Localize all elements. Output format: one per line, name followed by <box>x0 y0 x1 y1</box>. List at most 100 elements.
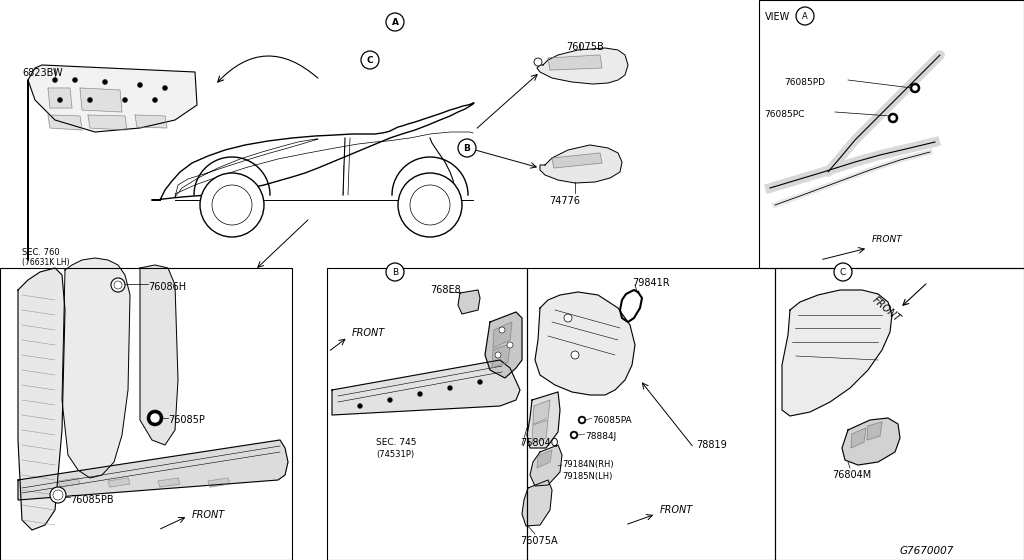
Text: SEC. 760: SEC. 760 <box>22 248 59 257</box>
Polygon shape <box>135 115 167 128</box>
Text: 76085PB: 76085PB <box>70 495 114 505</box>
Text: VIEW: VIEW <box>765 12 791 22</box>
Circle shape <box>910 83 920 93</box>
Circle shape <box>150 413 160 423</box>
Circle shape <box>153 97 158 102</box>
Text: 78819: 78819 <box>696 440 727 450</box>
Circle shape <box>123 97 128 102</box>
Polygon shape <box>18 440 288 500</box>
Polygon shape <box>492 344 510 368</box>
Polygon shape <box>140 265 178 445</box>
Text: 768E8: 768E8 <box>430 285 461 295</box>
Circle shape <box>912 85 918 91</box>
Circle shape <box>200 173 264 237</box>
Text: FRONT: FRONT <box>872 235 903 244</box>
Text: 76085PC: 76085PC <box>764 110 805 119</box>
Text: B: B <box>392 268 398 277</box>
Polygon shape <box>530 445 562 486</box>
Text: 6823BW: 6823BW <box>22 68 62 78</box>
Polygon shape <box>537 450 552 468</box>
Polygon shape <box>88 115 127 130</box>
Text: SEC. 745: SEC. 745 <box>376 438 417 447</box>
Text: 76085P: 76085P <box>168 415 205 425</box>
Text: (74531P): (74531P) <box>376 450 414 459</box>
Circle shape <box>796 7 814 25</box>
Circle shape <box>834 263 852 281</box>
Text: 74776: 74776 <box>549 196 580 206</box>
Polygon shape <box>532 420 548 444</box>
Text: A: A <box>802 12 808 21</box>
Circle shape <box>495 352 501 358</box>
Circle shape <box>137 82 142 87</box>
Circle shape <box>73 77 78 82</box>
Circle shape <box>458 139 476 157</box>
Circle shape <box>580 418 585 422</box>
Text: 76085PA: 76085PA <box>592 416 632 425</box>
Circle shape <box>477 380 482 385</box>
Circle shape <box>571 351 579 359</box>
Polygon shape <box>208 478 230 487</box>
Circle shape <box>147 410 163 426</box>
Text: C: C <box>840 268 846 277</box>
Text: G7670007: G7670007 <box>900 546 954 556</box>
Polygon shape <box>485 312 522 378</box>
Circle shape <box>447 385 453 390</box>
Bar <box>775 268 1024 560</box>
Bar <box>0 268 292 560</box>
Circle shape <box>570 431 578 439</box>
Circle shape <box>890 115 896 121</box>
Polygon shape <box>534 400 550 424</box>
Circle shape <box>50 487 66 503</box>
Text: FRONT: FRONT <box>352 328 385 338</box>
Text: FRONT: FRONT <box>193 510 225 520</box>
Text: 79841R: 79841R <box>632 278 670 288</box>
Text: (76631K LH): (76631K LH) <box>22 258 70 267</box>
Circle shape <box>564 314 572 322</box>
Circle shape <box>410 185 450 225</box>
Polygon shape <box>537 48 628 84</box>
Text: 76804M: 76804M <box>831 470 871 480</box>
Polygon shape <box>48 115 82 130</box>
Circle shape <box>57 97 62 102</box>
Polygon shape <box>158 478 180 487</box>
Text: 76085PD: 76085PD <box>784 78 825 87</box>
Circle shape <box>111 278 125 292</box>
Polygon shape <box>458 290 480 314</box>
Bar <box>759 0 1024 268</box>
Text: 79184N(RH): 79184N(RH) <box>562 460 613 469</box>
Text: 79185N(LH): 79185N(LH) <box>562 472 612 481</box>
Polygon shape <box>28 65 197 260</box>
Circle shape <box>534 58 542 66</box>
Circle shape <box>386 263 404 281</box>
Circle shape <box>507 342 513 348</box>
Circle shape <box>361 51 379 69</box>
Text: FRONT: FRONT <box>660 505 693 515</box>
Circle shape <box>357 404 362 408</box>
Polygon shape <box>540 145 622 183</box>
Circle shape <box>102 80 108 85</box>
Text: B: B <box>464 143 470 152</box>
Polygon shape <box>548 55 602 70</box>
Polygon shape <box>80 88 122 112</box>
Circle shape <box>499 327 505 333</box>
Circle shape <box>387 398 392 403</box>
Circle shape <box>386 13 404 31</box>
Bar <box>527 268 775 560</box>
Circle shape <box>571 432 577 437</box>
Text: C: C <box>367 55 374 64</box>
Polygon shape <box>782 290 892 416</box>
Circle shape <box>53 490 63 500</box>
Polygon shape <box>527 392 560 448</box>
Polygon shape <box>851 428 866 448</box>
Polygon shape <box>867 422 882 440</box>
Circle shape <box>87 97 92 102</box>
Bar <box>327 268 527 560</box>
Polygon shape <box>493 322 512 348</box>
Polygon shape <box>522 480 552 526</box>
Text: 76075B: 76075B <box>566 42 604 52</box>
Polygon shape <box>332 360 520 415</box>
Circle shape <box>418 391 423 396</box>
Circle shape <box>398 173 462 237</box>
Circle shape <box>212 185 252 225</box>
Circle shape <box>163 86 168 91</box>
